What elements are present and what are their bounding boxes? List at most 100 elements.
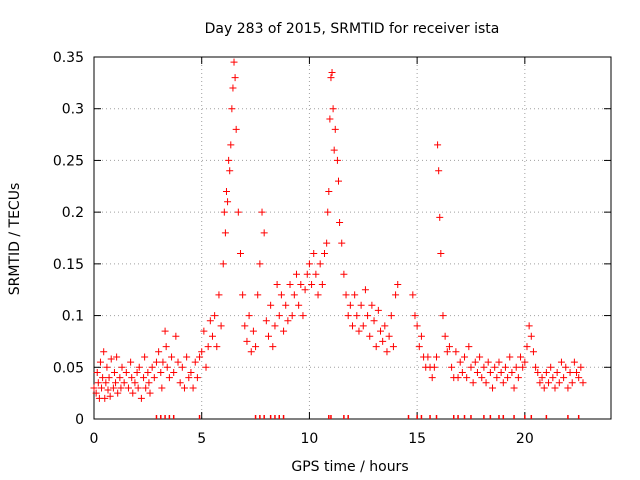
data-point [340,270,348,278]
data-point [107,355,115,363]
data-point [445,343,453,351]
data-point [222,187,230,195]
y-tick-label: 0.2 [62,205,84,221]
data-point [471,358,479,366]
y-tick-label: 0.35 [53,50,84,66]
data-point [430,363,438,371]
data-point [349,322,356,330]
data-point [377,327,385,335]
data-point [234,208,242,216]
data-point [142,384,150,392]
data-point [178,363,186,371]
data-point [506,353,514,361]
data-point [273,281,281,289]
data-point [100,348,108,356]
data-point [102,379,110,387]
data-point [359,322,367,330]
data-point [484,358,492,366]
data-point [305,260,313,268]
data-point [174,358,182,366]
data-point [328,69,336,77]
data-point [434,141,442,149]
data-point [258,208,266,216]
data-point [336,218,344,226]
data-point [264,332,272,340]
data-point [155,348,163,356]
data-point [308,281,316,289]
data-point [129,389,137,397]
data-point [370,317,378,325]
data-point [168,353,176,361]
data-point [118,363,126,371]
data-point [211,312,219,320]
data-point [200,327,208,335]
data-point [387,312,395,320]
data-point [469,379,477,387]
data-point [372,343,380,351]
x-tick-labels: 0 5 10 15 20 [90,431,534,447]
data-point [134,384,142,392]
data-point [98,384,106,392]
data-point [389,343,397,351]
data-point [215,291,223,299]
data-point [114,389,122,397]
data-point [282,301,290,309]
data-point [463,374,471,382]
data-point [366,332,374,340]
data-point [424,353,432,361]
data-point [163,363,171,371]
data-point [560,374,568,382]
data-point [228,105,236,113]
data-point [495,358,503,366]
data-point [482,379,490,387]
data-point [324,208,332,216]
data-point [145,379,153,387]
x-tick-label: 20 [516,431,534,447]
data-points [90,58,587,402]
data-point [103,363,111,371]
data-point [104,386,112,394]
x-axis-label: GPS time / hours [291,459,408,475]
data-point [540,384,548,392]
data-point [493,374,501,382]
data-point [277,291,285,299]
data-point [128,374,136,382]
data-point [448,363,456,371]
data-point [225,156,233,164]
data-point [327,74,335,82]
y-tick-label: 0.3 [62,102,84,118]
data-point [392,291,400,299]
data-point [394,281,402,289]
data-point [361,286,369,294]
data-point [122,368,130,376]
data-point [172,332,180,340]
data-point [292,270,300,278]
data-point [549,374,557,382]
data-point [113,353,121,361]
data-point [183,353,191,361]
data-point [161,327,169,335]
data-point [368,301,376,309]
data-point [415,343,423,351]
axis-ticks [93,56,611,420]
data-point [96,358,104,366]
data-point [374,306,382,314]
data-point [280,327,288,335]
data-point [411,312,419,320]
data-point [575,374,583,382]
y-axis-label: SRMTID / TECUs [7,183,23,296]
data-point [489,384,497,392]
data-point [557,358,565,366]
data-point [303,270,311,278]
data-point [523,343,531,351]
data-point [310,250,318,258]
data-point [159,358,167,366]
chart-title: Day 283 of 2015, SRMTID for receiver ist… [205,21,500,37]
data-point [536,379,544,387]
plot-frame [93,56,612,420]
data-point [165,374,173,382]
data-point [269,343,277,351]
data-point [204,343,212,351]
data-point [357,301,365,309]
